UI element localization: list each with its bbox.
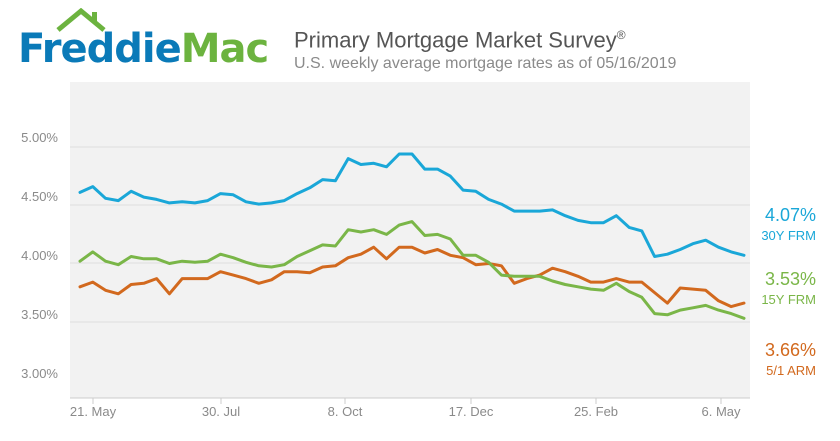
y-tick-label: 4.00% (21, 248, 58, 263)
grid-lines (70, 146, 750, 323)
chart-subtitle: U.S. weekly average mortgage rates as of… (294, 55, 677, 72)
x-tick-label: 8. Oct (328, 404, 363, 419)
registered-mark: ® (616, 28, 626, 42)
series-line-30y-frm (78, 152, 746, 258)
series-name-51-arm: 5/1 ARM (766, 363, 816, 378)
x-tick-label: 25. Feb (574, 404, 618, 419)
x-tick-label: 21. May (70, 404, 117, 419)
x-tick-label: 30. Jul (202, 404, 240, 419)
logo-wordmark: FreddieMac (18, 26, 270, 72)
x-tick-label: 17. Dec (449, 404, 494, 419)
series-line-5-1-arm (78, 245, 746, 309)
y-axis-ticks: 5.00% 4.50% 4.00% 3.50% 3.00% (21, 130, 58, 381)
y-tick-label: 3.00% (21, 366, 58, 381)
logo-mac-text: Mac (180, 26, 270, 72)
series-lines (78, 152, 746, 320)
x-axis-ticks: 21. May 30. Jul 8. Oct 17. Dec 25. Feb 6… (70, 398, 741, 419)
end-value-30y-frm: 4.07% (765, 205, 816, 225)
end-value-15y-frm: 3.53% (765, 269, 816, 289)
logo-freddie-text: Freddie (18, 26, 182, 72)
plot-background (70, 82, 750, 398)
house-roof-icon (56, 8, 106, 32)
end-value-51-arm: 3.66% (765, 340, 816, 360)
series-name-15y-frm: 15Y FRM (761, 292, 816, 307)
freddie-mac-logo[interactable]: FreddieMac (18, 8, 270, 74)
header: FreddieMac Primary Mortgage Market Surve… (0, 0, 840, 80)
y-tick-label: 5.00% (21, 130, 58, 145)
chart-title-text: Primary Mortgage Market Survey (294, 27, 617, 53)
y-tick-label: 3.50% (21, 307, 58, 322)
end-labels: 4.07% 30Y FRM 3.53% 15Y FRM 3.66% 5/1 AR… (761, 205, 816, 378)
y-tick-label: 4.50% (21, 189, 58, 204)
chart-title: Primary Mortgage Market Survey® (294, 22, 626, 53)
series-name-30y-frm: 30Y FRM (761, 228, 816, 243)
x-tick-label: 6. May (701, 404, 741, 419)
series-line-15y-frm (78, 220, 746, 320)
